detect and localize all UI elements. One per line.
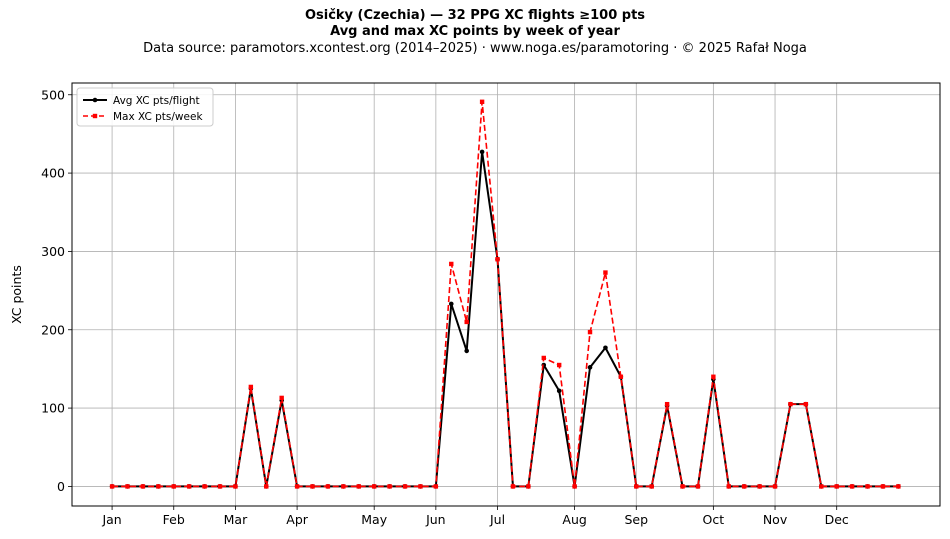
series-avg bbox=[109, 149, 901, 489]
data-point bbox=[556, 388, 562, 394]
data-point bbox=[156, 484, 161, 489]
data-point bbox=[880, 484, 886, 489]
data-point bbox=[448, 301, 454, 307]
data-point bbox=[741, 484, 747, 489]
legend-label: Avg XC pts/flight bbox=[113, 95, 200, 107]
x-tick-label: Sep bbox=[624, 512, 648, 527]
data-point bbox=[711, 374, 716, 379]
x-tick-label: Apr bbox=[286, 512, 308, 527]
axes: Jan Feb Mar Apr May Jun Jul Aug Sep Oct Nov Dec 0 100… bbox=[41, 87, 849, 527]
data-point bbox=[757, 484, 762, 489]
data-point bbox=[726, 484, 731, 489]
data-point bbox=[186, 484, 192, 489]
data-point bbox=[541, 355, 546, 361]
data-point bbox=[294, 484, 300, 489]
chart-titles: Osičky (Czechia) — 32 PPG XC flights ≥10… bbox=[0, 8, 950, 58]
data-point bbox=[310, 484, 315, 489]
y-tick-label: 400 bbox=[41, 166, 65, 181]
data-point bbox=[803, 401, 809, 407]
data-point bbox=[695, 484, 701, 489]
data-point bbox=[125, 484, 130, 489]
chart-subtitle-bold: Avg and max XC points by week of year bbox=[330, 24, 620, 39]
data-point bbox=[788, 401, 793, 407]
y-tick-label: 100 bbox=[41, 401, 65, 416]
x-tick-label: Nov bbox=[763, 512, 788, 527]
data-point bbox=[109, 484, 115, 489]
data-point bbox=[680, 484, 685, 489]
data-point bbox=[587, 329, 593, 335]
data-point bbox=[479, 149, 485, 155]
data-point bbox=[495, 257, 500, 262]
x-tick-label: Dec bbox=[825, 512, 849, 527]
data-point bbox=[587, 365, 593, 370]
data-point bbox=[865, 484, 870, 489]
data-point bbox=[896, 484, 901, 489]
data-point bbox=[341, 484, 346, 489]
x-tick-label: Jan bbox=[101, 512, 121, 527]
data-point bbox=[664, 401, 670, 407]
data-point bbox=[464, 319, 469, 325]
series-line bbox=[112, 150, 899, 488]
data-point bbox=[479, 99, 485, 104]
data-point bbox=[248, 384, 254, 390]
legend: Avg XC pts/flight Max XC pts/week bbox=[76, 87, 214, 127]
legend-marker bbox=[92, 97, 98, 103]
y-tick-label: 200 bbox=[41, 322, 65, 337]
data-point bbox=[202, 484, 207, 489]
x-tick-label: Mar bbox=[224, 512, 248, 527]
data-point bbox=[572, 484, 577, 489]
data-point bbox=[279, 395, 284, 401]
data-point bbox=[849, 484, 855, 489]
data-point bbox=[402, 484, 408, 489]
grid-lines bbox=[72, 83, 940, 506]
legend-box bbox=[76, 87, 214, 127]
data-point bbox=[233, 484, 238, 489]
data-point bbox=[634, 484, 639, 489]
y-tick-label: 0 bbox=[57, 479, 65, 494]
series-layer bbox=[109, 99, 901, 489]
data-point bbox=[526, 484, 531, 489]
legend-label: Max XC pts/week bbox=[113, 111, 203, 123]
data-point bbox=[510, 484, 516, 489]
data-point bbox=[325, 484, 331, 489]
data-point bbox=[264, 484, 269, 489]
data-point bbox=[464, 348, 469, 354]
legend-marker bbox=[92, 113, 98, 119]
chart-source-note: Data source: paramotors.xcontest.org (20… bbox=[143, 41, 807, 56]
data-point bbox=[834, 484, 839, 489]
chart-title: Osičky (Czechia) — 32 PPG XC flights ≥10… bbox=[304, 8, 646, 23]
data-point bbox=[449, 261, 454, 267]
data-point bbox=[603, 345, 608, 351]
x-tick-label: Jun bbox=[425, 512, 446, 527]
data-point bbox=[556, 362, 562, 368]
series-max bbox=[109, 99, 901, 489]
x-tick-label: Jul bbox=[489, 512, 505, 527]
x-tick-label: Aug bbox=[562, 512, 586, 527]
y-axis-label: XC points bbox=[9, 265, 24, 324]
data-point bbox=[649, 484, 654, 489]
plot-frame bbox=[71, 82, 941, 507]
data-point bbox=[819, 484, 824, 489]
y-tick-label: 300 bbox=[41, 244, 65, 259]
data-point bbox=[418, 484, 423, 489]
y-tick-label: 500 bbox=[41, 87, 65, 102]
data-point bbox=[603, 270, 608, 275]
data-point bbox=[387, 484, 392, 489]
data-point bbox=[171, 484, 176, 489]
data-point bbox=[433, 484, 439, 489]
x-tick-label: May bbox=[361, 512, 387, 527]
series-line bbox=[112, 101, 899, 488]
x-tick-label: Feb bbox=[163, 512, 185, 527]
x-tick-label: Oct bbox=[703, 512, 725, 527]
data-point bbox=[356, 484, 361, 489]
data-point bbox=[772, 484, 778, 489]
data-point bbox=[371, 484, 377, 489]
data-point bbox=[140, 484, 146, 489]
data-point bbox=[618, 374, 624, 379]
data-point bbox=[217, 484, 223, 489]
